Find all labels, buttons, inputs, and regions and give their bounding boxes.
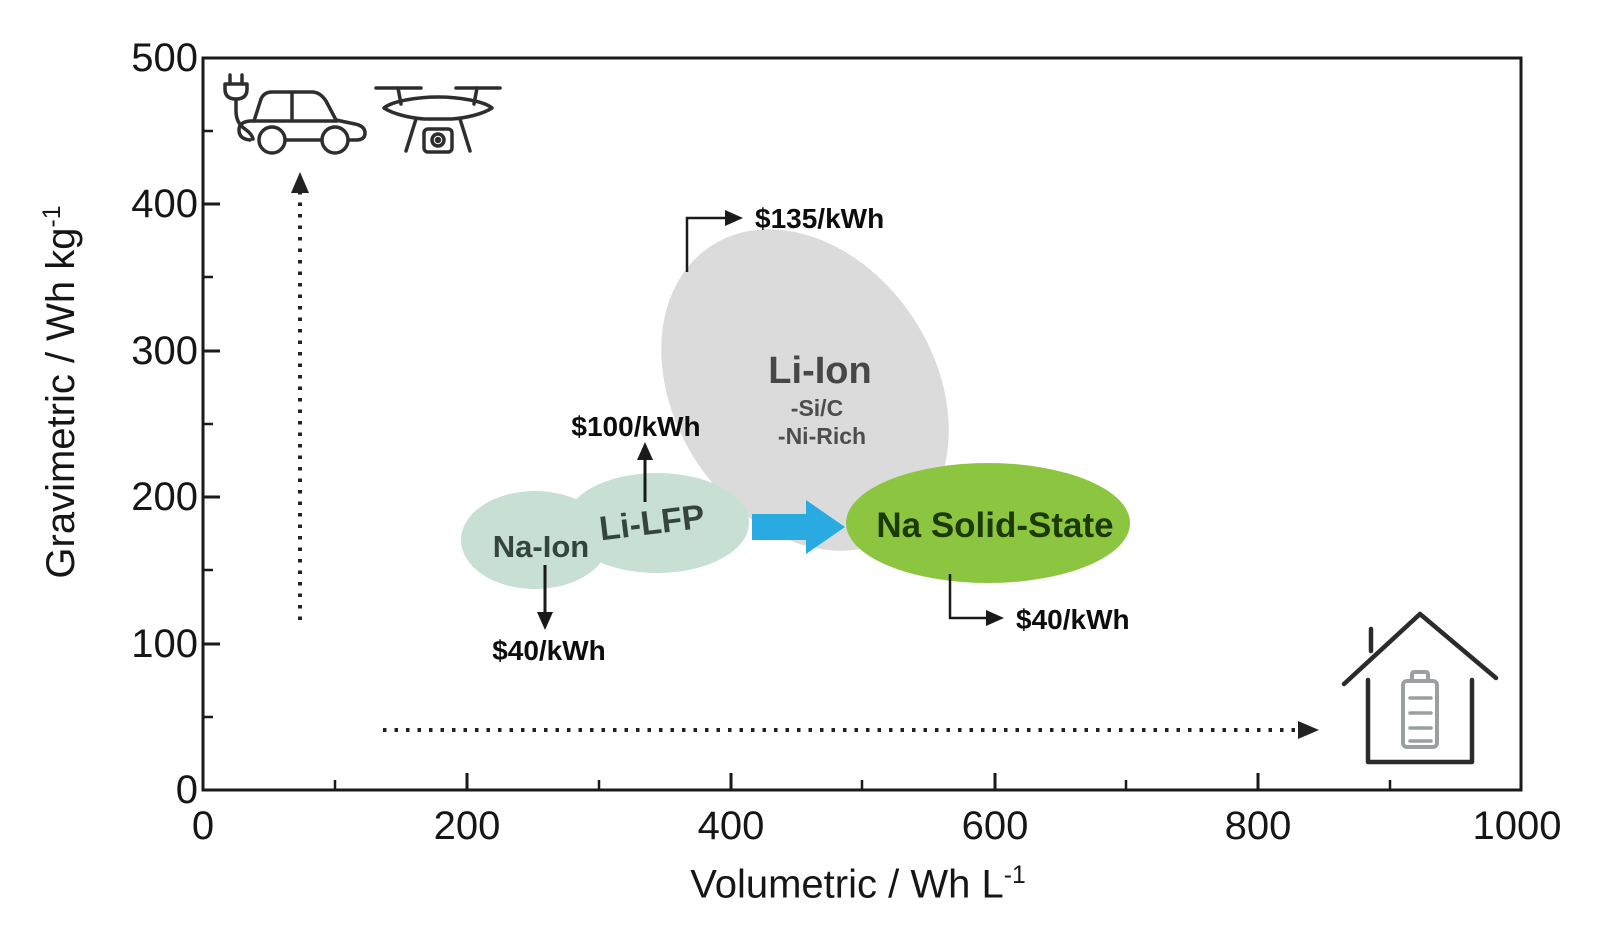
li-lfp-region-ellipse [565, 473, 749, 573]
gravimetric-increase-arrowhead-icon [291, 172, 309, 193]
y-tick-label-500: 500 [131, 36, 198, 80]
x-axis-title-superscript: -1 [1003, 862, 1026, 889]
house-roof [1341, 611, 1499, 687]
na-ion-region-label: Na-Ion [492, 529, 590, 564]
li-ion-region-label: Li-Ion [768, 350, 872, 392]
na-solid-state-cost-label: $40/kWh [1016, 604, 1130, 635]
drone-icon [374, 86, 502, 154]
y-tick-label-200: 200 [131, 475, 198, 519]
na-ion-region-ellipse [461, 491, 609, 589]
transition-arrow-icon [752, 500, 845, 554]
na-solid-state-cost-arrowhead-icon [986, 610, 1004, 626]
x-tick-label-1000: 1000 [1472, 804, 1562, 848]
li-lfp-cost-arrowhead-icon [637, 442, 653, 460]
y-tick-label-400: 400 [131, 182, 198, 226]
y-axis-title-superscript: -1 [38, 205, 66, 228]
electric-car-icon [223, 73, 367, 155]
volumetric-increase-arrowhead-icon [1298, 721, 1319, 739]
x-axis-major-ticks [465, 773, 1260, 790]
y-tick-label-0: 0 [175, 768, 198, 812]
x-tick-label-200: 200 [433, 804, 501, 848]
li-ion-cost-connector [685, 216, 731, 272]
battery-icon [1401, 670, 1439, 749]
x-tick-label-600: 600 [961, 804, 1029, 848]
li-ion-cost-arrowhead-icon [725, 210, 743, 226]
y-axis-minor-ticks [203, 129, 213, 719]
li-ion-region-ellipse [661, 229, 949, 551]
li-ion-sublabel-ni-rich: -Ni-Rich [777, 423, 867, 449]
house-battery-icon [1341, 611, 1499, 765]
y-axis-title-text: Gravimetric / Wh kg [39, 227, 84, 579]
na-ion-cost-label: $40/kWh [492, 635, 606, 666]
na-solid-state-region-ellipse [846, 463, 1130, 583]
y-tick-label-300: 300 [131, 329, 198, 373]
x-axis-title: Volumetric / Wh L-1 [558, 853, 1158, 907]
x-axis-title-text: Volumetric / Wh L [690, 862, 1004, 907]
y-axis-title: Gravimetric / Wh kg-1 [30, 205, 84, 578]
y-tick-label-100: 100 [131, 622, 198, 666]
na-solid-state-region-label: Na Solid-State [876, 506, 1114, 545]
li-lfp-cost-label: $100/kWh [571, 411, 701, 442]
x-axis-minor-ticks [333, 780, 1392, 790]
li-ion-cost-label: $135/kWh [755, 203, 885, 234]
x-tick-label-0: 0 [191, 804, 215, 848]
na-ion-cost-arrowhead-icon [537, 612, 553, 630]
house-walls [1365, 677, 1475, 765]
x-tick-label-800: 800 [1224, 804, 1292, 848]
li-ion-sublabel-sic: -Si/C [790, 395, 844, 421]
x-tick-label-400: 400 [697, 804, 765, 848]
na-solid-state-cost-connector [948, 574, 992, 620]
y-axis-major-ticks [203, 202, 220, 646]
